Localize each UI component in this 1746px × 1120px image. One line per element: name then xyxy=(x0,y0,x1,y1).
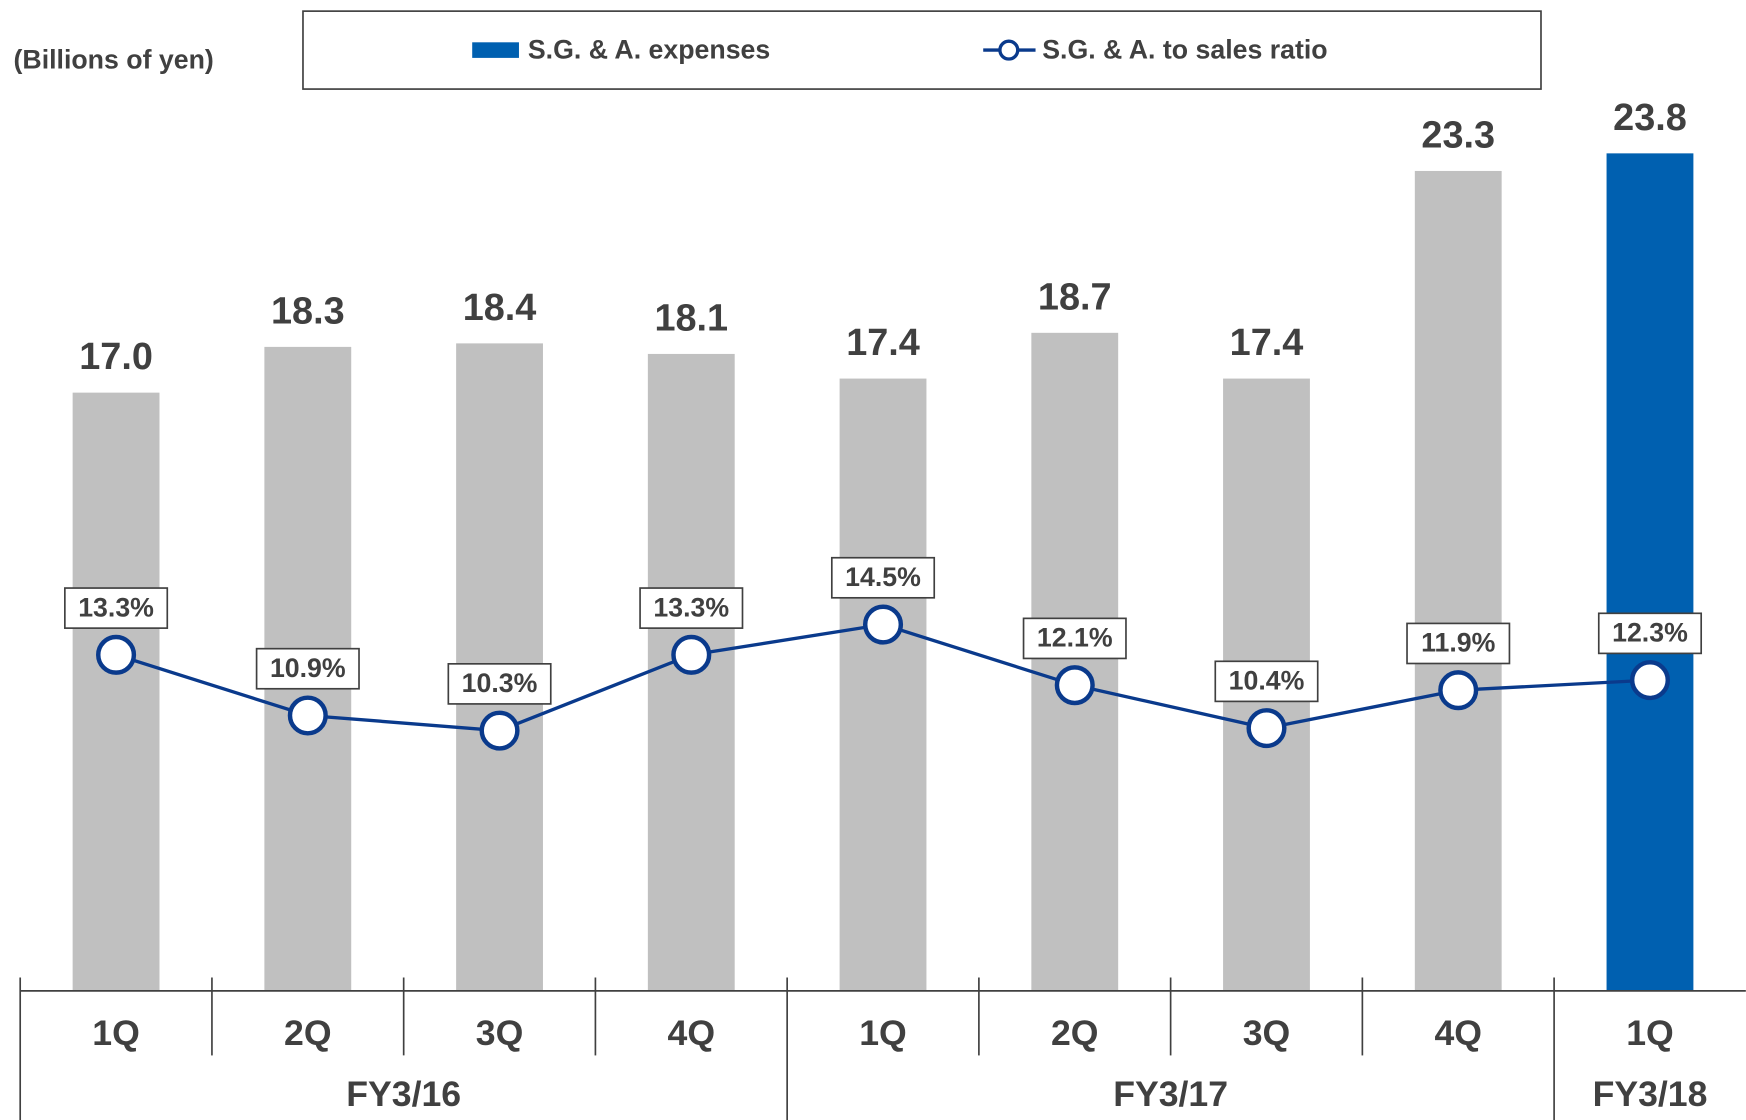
ratio-label-box xyxy=(1406,622,1511,665)
x-tick-label: 1Q xyxy=(92,1013,140,1053)
x-tick-label: 2Q xyxy=(284,1013,332,1053)
ratio-label: 13.3% xyxy=(78,592,154,622)
bar xyxy=(1031,332,1119,991)
legend-label: S.G. & A. expenses xyxy=(528,34,770,64)
ratio-marker xyxy=(862,604,904,645)
ratio-label: 12.1% xyxy=(1037,623,1113,653)
ratio-marker xyxy=(1438,670,1479,711)
group-label: FY3/16 xyxy=(346,1074,461,1114)
x-tick-label: 1Q xyxy=(859,1013,907,1053)
x-tick-label: 4Q xyxy=(1434,1013,1482,1053)
ratio-label: 11.9% xyxy=(1421,628,1495,658)
ratio-label-box xyxy=(639,587,744,629)
x-tick-label: 2Q xyxy=(1051,1013,1099,1053)
legend-label: S.G. & A. to sales ratio xyxy=(1042,34,1327,64)
ratio-marker xyxy=(1054,665,1095,706)
bar xyxy=(1414,170,1502,991)
x-tick-label: 3Q xyxy=(476,1013,524,1053)
bar xyxy=(1606,153,1694,991)
x-tick-label: 1Q xyxy=(1626,1013,1674,1053)
y-axis-label: (Billions of yen) xyxy=(14,44,214,74)
ratio-label: 13.3% xyxy=(653,592,729,622)
ratio-marker xyxy=(479,710,520,751)
ratio-label-box xyxy=(830,556,936,599)
ratio-label: 10.3% xyxy=(462,668,538,698)
bar-value-label: 17.4 xyxy=(846,322,920,364)
bar xyxy=(839,378,927,991)
ratio-label-box xyxy=(1214,660,1319,703)
bar-value-label: 17.4 xyxy=(1230,322,1304,364)
group-label: FY3/17 xyxy=(1113,1074,1228,1114)
ratio-label-box xyxy=(64,587,169,629)
ratio-label-box xyxy=(1597,612,1703,655)
ratio-label-box xyxy=(447,663,552,705)
x-tick-label: 3Q xyxy=(1243,1013,1291,1053)
x-tick-label: 4Q xyxy=(668,1013,716,1053)
bar-value-label: 23.3 xyxy=(1421,115,1495,157)
ratio-marker xyxy=(1629,660,1671,701)
bar-value-label: 18.3 xyxy=(271,290,345,332)
ratio-label: 10.4% xyxy=(1229,666,1305,696)
bar-value-label: 17.0 xyxy=(79,336,153,378)
ratio-label-box xyxy=(1022,617,1127,660)
bar-value-label: 18.7 xyxy=(1038,276,1112,318)
legend-marker xyxy=(998,39,1020,61)
bar-value-label: 23.8 xyxy=(1613,97,1687,139)
bar xyxy=(72,392,160,991)
ratio-label-box xyxy=(255,647,360,690)
ratio-marker xyxy=(96,634,137,675)
ratio-marker xyxy=(1246,708,1287,749)
ratio-marker xyxy=(287,695,328,736)
bar-value-label: 18.1 xyxy=(654,298,728,340)
group-label: FY3/18 xyxy=(1593,1074,1708,1114)
ratio-label: 12.3% xyxy=(1612,618,1688,648)
legend-swatch xyxy=(472,42,519,58)
ratio-label: 14.5% xyxy=(845,562,921,592)
ratio-marker xyxy=(671,634,712,675)
ratio-label: 10.9% xyxy=(270,653,346,683)
bar-value-label: 18.4 xyxy=(463,287,537,329)
